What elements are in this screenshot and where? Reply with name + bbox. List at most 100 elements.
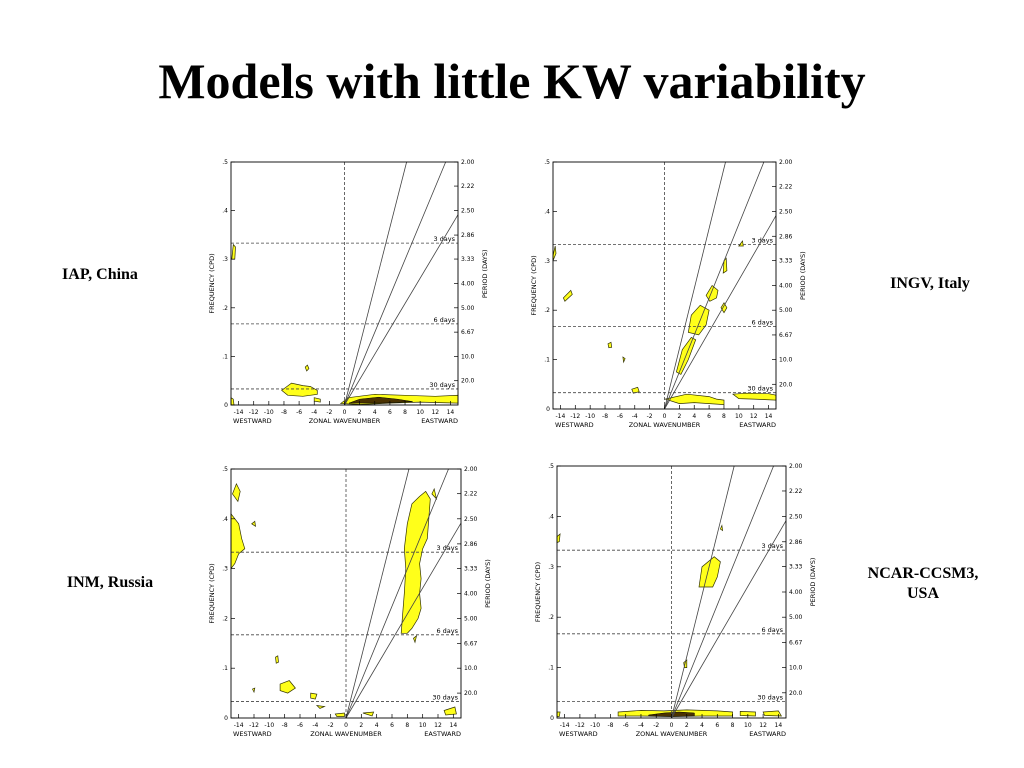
- x-tick-label: -2: [326, 409, 332, 416]
- plot-group: 3 days 6 days 30 days -14 -12 -10 -8 -6 -4 -2 0 2 4 6…: [208, 466, 492, 738]
- y-tick-label: .4: [222, 208, 228, 215]
- y-tick-label: .2: [548, 614, 554, 621]
- x-tick-label: 10: [416, 409, 424, 416]
- period-tick-label: 5.00: [789, 614, 803, 621]
- x-tick-label: -4: [312, 722, 318, 729]
- dispersion-curve: [664, 161, 726, 410]
- y-tick-label: .5: [544, 159, 550, 166]
- model-label-line: USA: [906, 585, 939, 602]
- westward-label: WESTWARD: [233, 417, 272, 425]
- dispersion-curve: [671, 465, 735, 719]
- contour-region: [400, 490, 431, 634]
- eastward-label: EASTWARD: [424, 730, 461, 738]
- period-tick-label: 10.0: [789, 665, 803, 672]
- period-tick-label: 2.50: [464, 516, 478, 523]
- contour-region: [431, 487, 438, 501]
- contour-region: [556, 711, 561, 717]
- x-tick-label: 12: [759, 722, 767, 729]
- x-tick-label: 4: [373, 409, 377, 416]
- x-tick-label: -10: [264, 722, 274, 729]
- period-tick-label: 5.00: [779, 307, 793, 314]
- model-label-iap-china: IAP, China: [30, 265, 170, 285]
- contour-region: [443, 706, 457, 716]
- x-tick-label: 0: [343, 409, 347, 416]
- contour-region: [720, 302, 728, 314]
- x-tick-label: 14: [450, 722, 458, 729]
- period-tick-label: 20.0: [464, 690, 478, 697]
- period-tick-label: 3.33: [789, 564, 803, 571]
- period-tick-label: 2.00: [789, 463, 803, 470]
- y-tick-label: 0: [546, 406, 550, 413]
- x-tick-label: 10: [744, 722, 752, 729]
- x-tick-label: -8: [282, 722, 288, 729]
- y-tick-label: .2: [544, 307, 550, 314]
- x-tick-label: 4: [700, 722, 704, 729]
- dispersion-curve: [344, 214, 459, 406]
- period-tick-label: 2.50: [461, 208, 475, 215]
- dispersion-curve: [345, 522, 462, 719]
- model-label-line: INGV, Italy: [890, 275, 970, 292]
- x-tick-label: 8: [722, 413, 726, 420]
- x-tick-label: -2: [653, 722, 659, 729]
- period-tick-label: 20.0: [779, 381, 793, 388]
- contour-core: [348, 396, 413, 404]
- x-tick-label: 14: [765, 413, 773, 420]
- y-tick-label: .2: [222, 615, 228, 622]
- y-tick-label: .3: [548, 564, 554, 571]
- y-tick-label: 0: [550, 715, 554, 722]
- dispersion-curve: [664, 215, 777, 410]
- period-axis-title: PERIOD (DAYS): [809, 558, 817, 607]
- x-tick-label: -14: [556, 413, 566, 420]
- contour-region: [230, 512, 246, 570]
- x-tick-label: -4: [638, 722, 644, 729]
- contour-region: [622, 356, 626, 364]
- period-tick-label: 2.22: [779, 183, 793, 190]
- period-tick-label: 10.0: [461, 353, 475, 360]
- period-tick-label: 4.00: [461, 281, 475, 288]
- x-tick-label: 12: [431, 409, 439, 416]
- y-tick-label: .3: [222, 566, 228, 573]
- x-tick-label: -6: [623, 722, 629, 729]
- y-tick-label: .4: [548, 513, 554, 520]
- period-tick-label: 4.00: [464, 591, 478, 598]
- x-tick-label: -12: [249, 409, 259, 416]
- period-tick-label: 2.50: [789, 513, 803, 520]
- contour-region: [362, 711, 375, 717]
- dispersion-curve: [344, 161, 408, 406]
- y-tick-label: .1: [222, 353, 228, 360]
- x-axis-title: ZONAL WAVENUMBER: [310, 730, 382, 738]
- x-tick-label: 2: [677, 413, 681, 420]
- period-line-label: 6 days: [751, 319, 773, 327]
- period-line-label: 3 days: [436, 544, 458, 552]
- period-line-label: 6 days: [436, 627, 458, 635]
- period-tick-label: 6.67: [464, 640, 478, 647]
- period-line-label: 6 days: [433, 316, 455, 324]
- x-tick-label: 14: [447, 409, 455, 416]
- x-tick-label: -4: [311, 409, 317, 416]
- y-axis-title: FREQUENCY (CPD): [530, 255, 538, 315]
- period-line-label: 30 days: [747, 385, 773, 393]
- x-tick-label: 0: [670, 722, 674, 729]
- contour-region: [556, 533, 561, 544]
- x-tick-label: -14: [234, 722, 244, 729]
- dispersion-curve: [671, 520, 787, 719]
- y-tick-label: .5: [548, 463, 554, 470]
- x-tick-label: 2: [358, 409, 362, 416]
- model-label-ingv-italy: INGV, Italy: [860, 274, 1000, 294]
- period-line-label: 30 days: [432, 694, 458, 702]
- x-tick-label: 12: [750, 413, 758, 420]
- x-tick-label: 6: [390, 722, 394, 729]
- period-tick-label: 2.86: [461, 232, 475, 239]
- x-tick-label: 8: [731, 722, 735, 729]
- x-tick-label: -10: [585, 413, 595, 420]
- y-tick-label: .3: [222, 256, 228, 263]
- period-tick-label: 10.0: [779, 357, 793, 364]
- contour-region: [279, 680, 296, 694]
- contour-region: [722, 257, 728, 274]
- period-tick-label: 3.33: [779, 258, 793, 265]
- period-tick-label: 2.50: [779, 208, 793, 215]
- period-axis-title: PERIOD (DAYS): [481, 249, 489, 298]
